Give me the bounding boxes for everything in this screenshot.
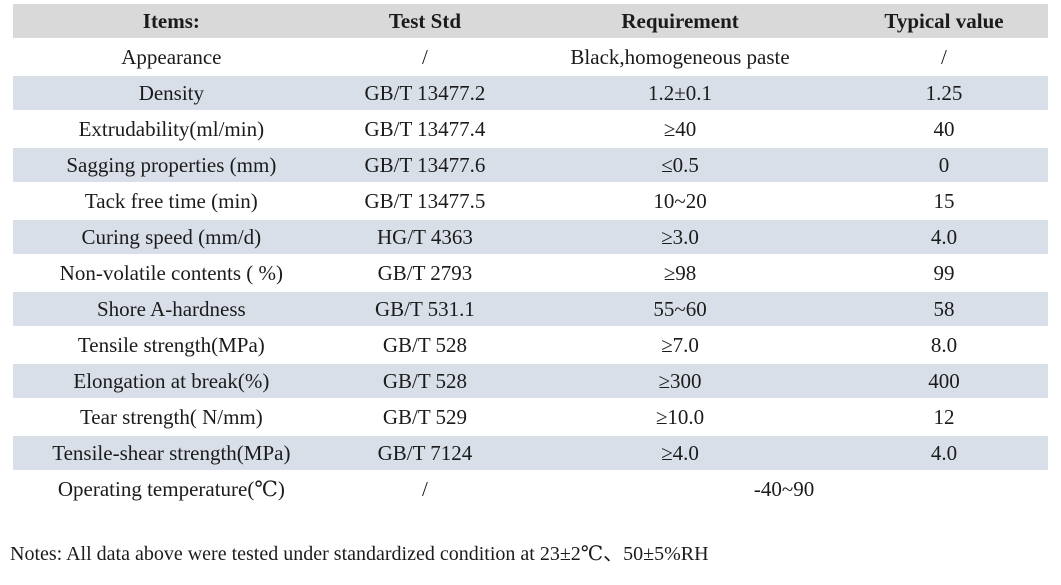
- column-header-items: Items:: [13, 4, 330, 40]
- test-std-cell: GB/T 7124: [329, 435, 521, 472]
- typical-value-cell: 8.0: [839, 327, 1048, 364]
- table-row: Non-volatile contents ( %) GB/T 2793 ≥98 99: [13, 255, 1048, 292]
- test-std-cell: GB/T 13477.4: [329, 111, 521, 148]
- test-std-cell: GB/T 13477.2: [329, 75, 521, 112]
- typical-value-cell: 99: [839, 255, 1048, 292]
- item-cell: Tear strength( N/mm): [13, 399, 330, 436]
- table-row: Tear strength( N/mm) GB/T 529 ≥10.0 12: [13, 399, 1048, 436]
- spec-table: Items: Test Std Requirement Typical valu…: [13, 4, 1048, 508]
- requirement-cell: ≥300: [520, 363, 840, 400]
- table-row: Curing speed (mm/d) HG/T 4363 ≥3.0 4.0: [13, 219, 1048, 256]
- requirement-cell: 55~60: [520, 291, 840, 328]
- item-cell: Curing speed (mm/d): [13, 219, 330, 256]
- typical-value-cell: /: [839, 39, 1048, 76]
- column-header-requirement: Requirement: [520, 4, 840, 40]
- item-cell: Elongation at break(%): [13, 363, 330, 400]
- item-cell: Sagging properties (mm): [13, 147, 330, 184]
- table-row: Appearance / Black,homogeneous paste /: [13, 39, 1048, 76]
- item-cell: Tack free time (min): [13, 183, 330, 220]
- table-row: Extrudability(ml/min) GB/T 13477.4 ≥40 40: [13, 111, 1048, 148]
- requirement-cell: 10~20: [520, 183, 840, 220]
- typical-value-cell: 40: [839, 111, 1048, 148]
- item-cell: Density: [13, 75, 330, 112]
- spec-table-body: Appearance / Black,homogeneous paste / Densi…: [13, 39, 1048, 508]
- item-cell: Tensile-shear strength(MPa): [13, 435, 330, 472]
- table-row: Density GB/T 13477.2 1.2±0.1 1.25: [13, 75, 1048, 112]
- typical-value-cell: 0: [839, 147, 1048, 184]
- typical-value-cell: 4.0: [839, 435, 1048, 472]
- test-std-cell: HG/T 4363: [329, 219, 521, 256]
- typical-value-cell: 400: [839, 363, 1048, 400]
- test-std-cell: GB/T 13477.6: [329, 147, 521, 184]
- item-cell: Tensile strength(MPa): [13, 327, 330, 364]
- requirement-cell: 1.2±0.1: [520, 75, 840, 112]
- table-row: Operating temperature(℃) / -40~90: [13, 471, 1048, 508]
- typical-value-cell: 58: [839, 291, 1048, 328]
- test-std-cell: GB/T 528: [329, 327, 521, 364]
- test-std-cell: GB/T 531.1: [329, 291, 521, 328]
- test-std-cell: /: [329, 471, 521, 508]
- item-cell: Operating temperature(℃): [13, 471, 330, 508]
- table-row: Shore A-hardness GB/T 531.1 55~60 58: [13, 291, 1048, 328]
- requirement-cell: ≤0.5: [520, 147, 840, 184]
- column-header-typical-value: Typical value: [839, 4, 1048, 40]
- table-row: Tack free time (min) GB/T 13477.5 10~20 15: [13, 183, 1048, 220]
- table-row: Sagging properties (mm) GB/T 13477.6 ≤0.5 0: [13, 147, 1048, 184]
- test-std-cell: GB/T 528: [329, 363, 521, 400]
- item-cell: Non-volatile contents ( %): [13, 255, 330, 292]
- table-row: Tensile strength(MPa) GB/T 528 ≥7.0 8.0: [13, 327, 1048, 364]
- requirement-cell: ≥40: [520, 111, 840, 148]
- test-std-cell: /: [329, 39, 521, 76]
- requirement-cell: ≥4.0: [520, 435, 840, 472]
- header-row: Items: Test Std Requirement Typical valu…: [13, 4, 1048, 40]
- test-std-cell: GB/T 2793: [329, 255, 521, 292]
- requirement-cell: ≥10.0: [520, 399, 840, 436]
- item-cell: Appearance: [13, 39, 330, 76]
- item-cell: Shore A-hardness: [13, 291, 330, 328]
- requirement-cell: ≥3.0: [520, 219, 840, 256]
- requirement-cell: -40~90: [520, 471, 1048, 508]
- typical-value-cell: 15: [839, 183, 1048, 220]
- table-row: Tensile-shear strength(MPa) GB/T 7124 ≥4.0…: [13, 435, 1048, 472]
- typical-value-cell: 1.25: [839, 75, 1048, 112]
- table-row: Elongation at break(%) GB/T 528 ≥300 400: [13, 363, 1048, 400]
- item-cell: Extrudability(ml/min): [13, 111, 330, 148]
- requirement-cell: ≥7.0: [520, 327, 840, 364]
- notes-text: Notes: All data above were tested under …: [10, 543, 709, 565]
- test-std-cell: GB/T 13477.5: [329, 183, 521, 220]
- typical-value-cell: 12: [839, 399, 1048, 436]
- typical-value-cell: 4.0: [839, 219, 1048, 256]
- requirement-cell: ≥98: [520, 255, 840, 292]
- test-std-cell: GB/T 529: [329, 399, 521, 436]
- column-header-test-std: Test Std: [329, 4, 521, 40]
- requirement-cell: Black,homogeneous paste: [520, 39, 840, 76]
